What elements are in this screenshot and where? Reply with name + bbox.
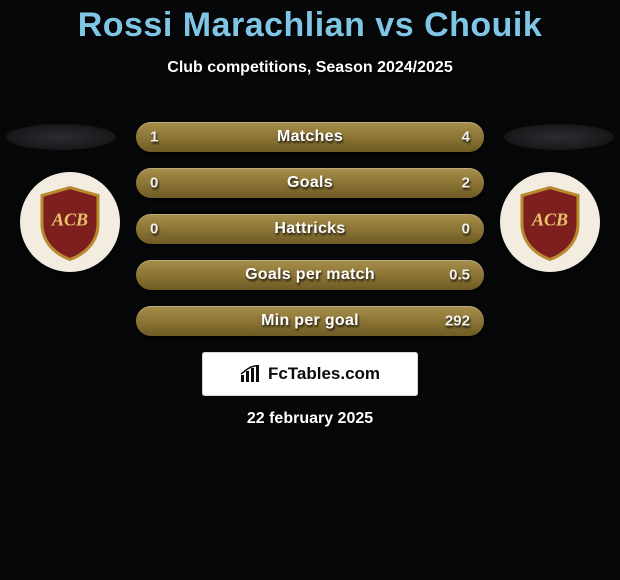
stat-right-value: 2 (462, 175, 470, 192)
comparison-infographic: Rossi Marachlian vs Chouik Club competit… (0, 0, 620, 580)
svg-text:ACB: ACB (51, 210, 88, 230)
update-date: 22 february 2025 (0, 410, 620, 428)
stat-label: Goals (287, 174, 333, 192)
stat-row: Min per goal 292 (136, 306, 484, 336)
player-shadow-left (6, 124, 116, 150)
crest-disc: ACB (20, 172, 120, 272)
stat-left-value: 0 (150, 175, 158, 192)
crest-shield-icon: ACB (518, 186, 582, 262)
crest-disc: ACB (500, 172, 600, 272)
player-shadow-right (504, 124, 614, 150)
stats-arena: ACB ACB 1 Matches 4 0 Goals 2 (0, 104, 620, 344)
stat-right-value: 292 (445, 313, 470, 330)
stat-left-value: 0 (150, 221, 158, 238)
bar-chart-icon (240, 365, 262, 383)
stat-label: Hattricks (274, 220, 345, 238)
club-crest-left: ACB (20, 172, 120, 272)
club-crest-right: ACB (500, 172, 600, 272)
stat-left-value: 1 (150, 129, 158, 146)
stat-label: Goals per match (245, 266, 375, 284)
stat-rows: 1 Matches 4 0 Goals 2 0 Hattricks 0 Goal… (136, 122, 484, 352)
subtitle: Club competitions, Season 2024/2025 (0, 59, 620, 77)
crest-shield-icon: ACB (38, 186, 102, 262)
stat-row: 0 Hattricks 0 (136, 214, 484, 244)
svg-text:ACB: ACB (531, 210, 568, 230)
stat-right-value: 0.5 (449, 267, 470, 284)
stat-row: Goals per match 0.5 (136, 260, 484, 290)
brand-text: FcTables.com (268, 364, 380, 384)
stat-right-value: 4 (462, 129, 470, 146)
stat-row: 1 Matches 4 (136, 122, 484, 152)
stat-right-value: 0 (462, 221, 470, 238)
page-title: Rossi Marachlian vs Chouik (0, 0, 620, 45)
brand-badge: FcTables.com (202, 352, 418, 396)
stat-label: Matches (277, 128, 343, 146)
stat-label: Min per goal (261, 312, 359, 330)
stat-row: 0 Goals 2 (136, 168, 484, 198)
